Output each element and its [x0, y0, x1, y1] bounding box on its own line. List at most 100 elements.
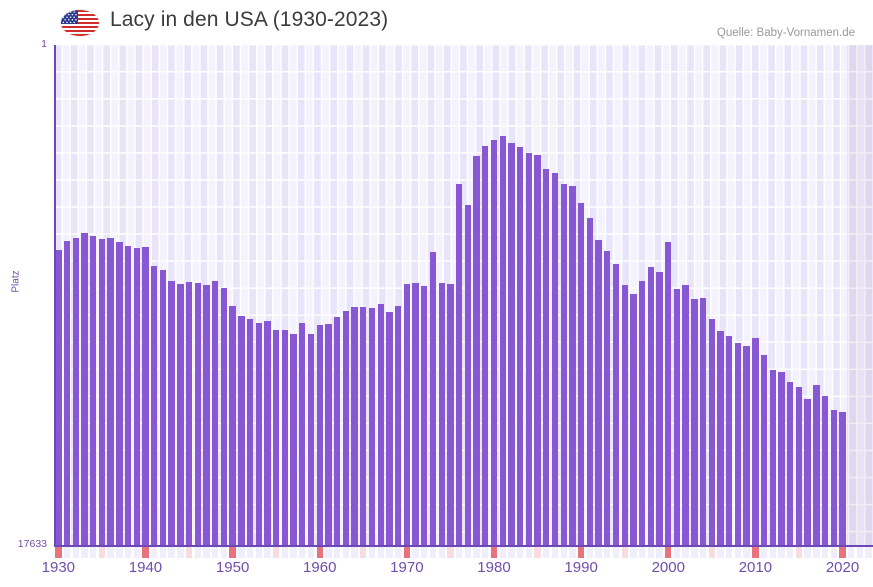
bar-1956[interactable]	[281, 329, 289, 546]
bar-1991[interactable]	[586, 218, 593, 546]
bar-1949[interactable]	[220, 287, 228, 546]
bar-2012[interactable]	[769, 370, 776, 546]
bar-1976[interactable]	[455, 184, 463, 546]
bar-1939[interactable]	[133, 248, 140, 546]
bar-1934[interactable]	[90, 236, 97, 546]
bar-1985[interactable]	[534, 155, 541, 546]
bar-1992[interactable]	[595, 239, 602, 546]
bar-2000[interactable]	[665, 242, 672, 546]
bar-1937[interactable]	[116, 241, 123, 546]
bar-2015[interactable]	[795, 387, 803, 546]
x-axis-tick-strip	[54, 547, 873, 558]
bar-1932[interactable]	[72, 237, 79, 546]
bar-2019[interactable]	[830, 410, 837, 546]
x-tick-1992	[595, 547, 602, 558]
bar-1990[interactable]	[577, 202, 585, 546]
bar-1954[interactable]	[264, 321, 271, 546]
bar-1950[interactable]	[229, 306, 236, 546]
bar-1994[interactable]	[612, 263, 620, 546]
bar-1973[interactable]	[429, 252, 437, 546]
bar-1971[interactable]	[412, 283, 419, 546]
bar-1945[interactable]	[185, 281, 193, 546]
bar-1965[interactable]	[360, 307, 367, 546]
bar-1943[interactable]	[168, 280, 175, 546]
bar-1974[interactable]	[438, 283, 445, 546]
bar-1941[interactable]	[151, 266, 158, 546]
bar-series	[54, 45, 873, 546]
bar-2006[interactable]	[717, 330, 724, 546]
bar-1931[interactable]	[63, 241, 71, 546]
bar-1959[interactable]	[307, 334, 315, 546]
bar-1944[interactable]	[177, 283, 184, 546]
bar-1935[interactable]	[98, 239, 106, 546]
bar-2018[interactable]	[821, 395, 829, 546]
bar-1947[interactable]	[203, 284, 210, 546]
bar-1938[interactable]	[124, 245, 132, 546]
bar-1930[interactable]	[55, 250, 62, 546]
bar-2004[interactable]	[699, 297, 707, 546]
bar-1968[interactable]	[386, 312, 393, 546]
bar-1940[interactable]	[142, 247, 149, 546]
bar-1980[interactable]	[490, 139, 498, 546]
x-axis-label-1960: 1960	[303, 559, 337, 576]
bar-1998[interactable]	[647, 266, 654, 546]
bar-2009[interactable]	[743, 346, 750, 546]
bar-2007[interactable]	[726, 336, 733, 546]
bar-1958[interactable]	[299, 322, 306, 546]
x-tick-1979	[482, 547, 489, 558]
bar-1983[interactable]	[516, 147, 524, 546]
bar-2001[interactable]	[673, 289, 681, 546]
x-tick-1976	[455, 547, 463, 558]
x-tick-1958	[299, 547, 306, 558]
bar-1989[interactable]	[569, 185, 576, 546]
bar-1999[interactable]	[656, 272, 663, 546]
bar-1951[interactable]	[238, 315, 245, 546]
bar-1957[interactable]	[290, 333, 297, 546]
bar-2020[interactable]	[839, 411, 846, 546]
bar-1996[interactable]	[630, 293, 637, 546]
bar-1963[interactable]	[342, 311, 350, 546]
bar-2002[interactable]	[682, 285, 689, 546]
bar-1979[interactable]	[482, 145, 489, 546]
bar-2010[interactable]	[752, 337, 759, 546]
bar-1982[interactable]	[508, 143, 515, 546]
bar-1969[interactable]	[394, 306, 402, 546]
bar-1942[interactable]	[159, 270, 167, 546]
bar-1946[interactable]	[194, 282, 201, 546]
bar-2014[interactable]	[787, 381, 794, 546]
bar-1948[interactable]	[212, 280, 219, 546]
bar-2016[interactable]	[804, 398, 811, 546]
bar-1936[interactable]	[107, 237, 114, 546]
bar-1970[interactable]	[403, 283, 411, 546]
bar-1986[interactable]	[543, 168, 550, 546]
bar-1995[interactable]	[621, 285, 628, 546]
bar-2017[interactable]	[813, 384, 820, 546]
bar-2003[interactable]	[691, 299, 698, 546]
bar-1955[interactable]	[272, 329, 280, 546]
x-tick-1956	[281, 547, 289, 558]
bar-1978[interactable]	[473, 155, 480, 546]
bar-1933[interactable]	[81, 232, 88, 546]
x-tick-1931	[63, 547, 71, 558]
bar-1993[interactable]	[604, 250, 611, 546]
bar-1961[interactable]	[325, 323, 332, 546]
bar-1981[interactable]	[499, 135, 506, 546]
bar-1966[interactable]	[368, 307, 376, 546]
bar-1953[interactable]	[255, 323, 262, 546]
bar-1962[interactable]	[333, 316, 341, 546]
bar-1987[interactable]	[551, 172, 559, 546]
bar-1975[interactable]	[447, 283, 454, 546]
bar-1997[interactable]	[638, 280, 646, 546]
bar-2011[interactable]	[760, 354, 768, 546]
bar-1964[interactable]	[351, 307, 358, 546]
bar-1988[interactable]	[560, 184, 567, 546]
bar-1967[interactable]	[377, 304, 384, 546]
bar-1972[interactable]	[421, 285, 428, 546]
bar-2008[interactable]	[734, 343, 742, 546]
bar-1984[interactable]	[525, 152, 533, 546]
bar-1960[interactable]	[316, 325, 323, 546]
bar-1952[interactable]	[246, 318, 254, 546]
bar-1977[interactable]	[464, 205, 472, 546]
bar-2005[interactable]	[708, 319, 715, 546]
bar-2013[interactable]	[778, 371, 785, 546]
